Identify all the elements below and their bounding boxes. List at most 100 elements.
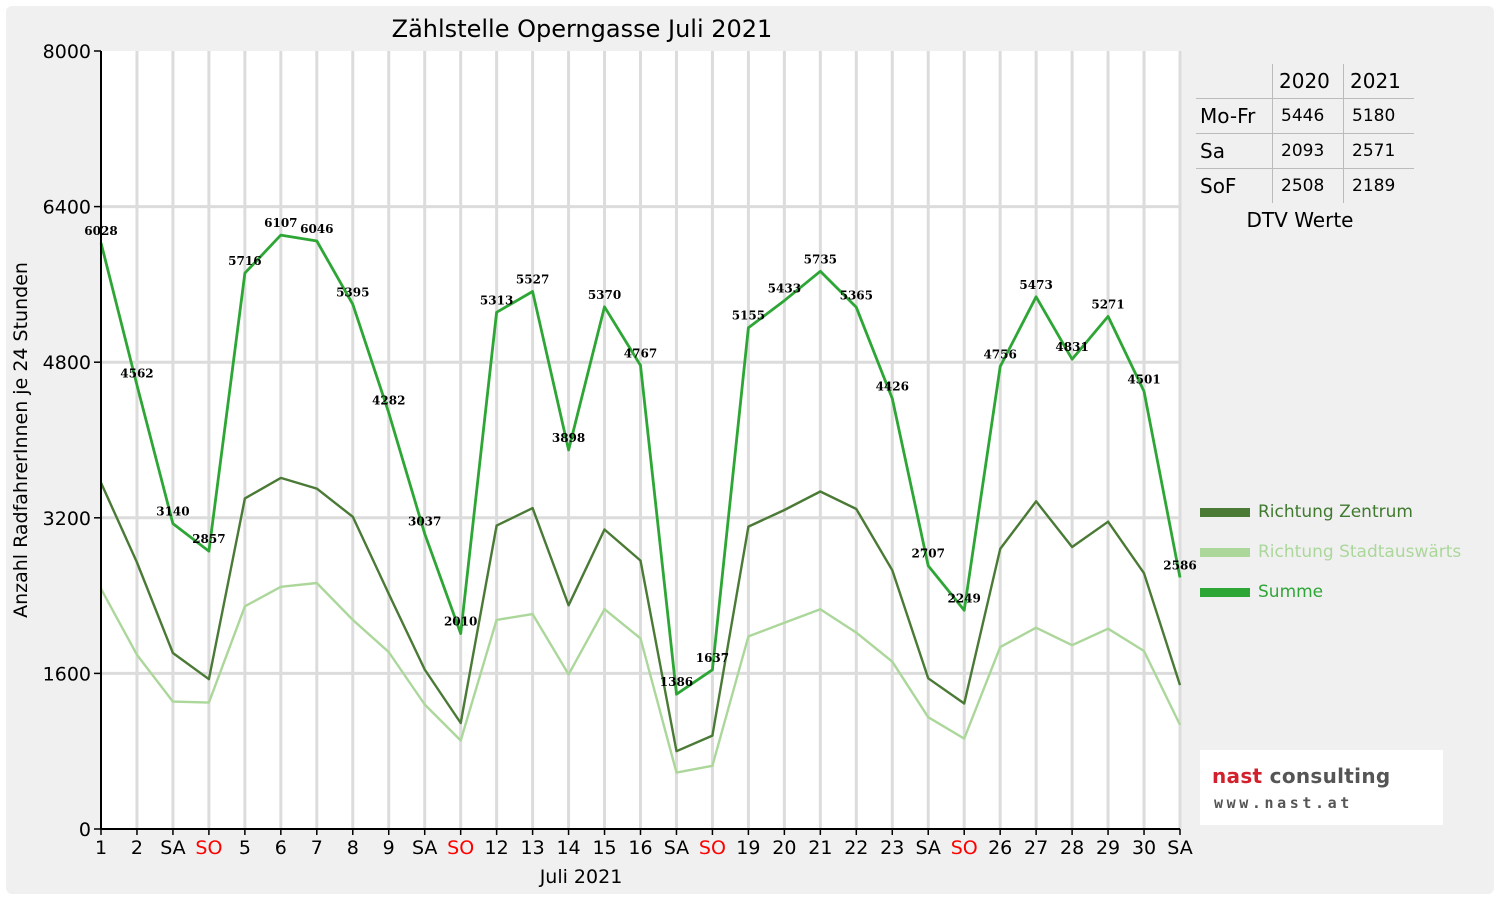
x-tick-label: 6 [275, 837, 287, 859]
legend-item-zentrum: Richtung Zentrum [1200, 492, 1461, 532]
data-label: 1386 [660, 675, 693, 689]
legend-label: Richtung Stadtauswärts [1258, 542, 1462, 562]
dtv-value-2021: 2571 [1343, 133, 1414, 169]
y-tick-label: 6400 [43, 197, 91, 219]
x-tick-label: SA [916, 837, 941, 859]
data-label: 4767 [624, 346, 657, 360]
x-tick-label: SO [951, 837, 978, 859]
x-tick-label: 12 [485, 837, 509, 859]
series-line [99, 581, 1182, 774]
series-lines [99, 233, 1182, 774]
data-label: 5155 [732, 309, 765, 323]
logo-brand: nast consulting [1212, 764, 1390, 788]
data-label: 2249 [947, 591, 980, 605]
x-tick-label: 16 [628, 837, 652, 859]
data-label: 6107 [264, 216, 297, 230]
x-tick-label: 27 [1024, 837, 1048, 859]
data-labels: 6028456231402857571661076046539542823037… [84, 216, 1196, 689]
x-tick-label: 13 [521, 837, 545, 859]
x-tick-label: 30 [1132, 837, 1156, 859]
y-tick-label: 3200 [43, 508, 91, 530]
dtv-caption: DTV Werte [1246, 208, 1354, 232]
data-label: 2857 [192, 532, 225, 546]
data-label: 5735 [804, 252, 837, 266]
y-tick-label: 4800 [43, 352, 91, 374]
x-tick-label: SA [1167, 837, 1192, 859]
dtv-row-label: Mo-Fr [1196, 98, 1273, 134]
logo-url: www.nast.at [1214, 794, 1353, 812]
series-line [99, 233, 1182, 696]
data-label: 1637 [696, 651, 729, 665]
x-tick-label: 2 [131, 837, 143, 859]
dtv-row: SoF 2508 2189 [1196, 168, 1414, 203]
x-tick-label: 15 [592, 837, 616, 859]
legend-item-summe: Summe [1200, 572, 1461, 612]
data-label: 5370 [588, 288, 621, 302]
legend-swatch [1200, 587, 1250, 597]
x-tick-label: SO [447, 837, 474, 859]
x-tick-label: 1 [95, 837, 107, 859]
x-tick-label: 20 [772, 837, 796, 859]
legend-swatch [1200, 507, 1250, 517]
logo-brand-name: nast [1212, 764, 1263, 788]
x-tick-label: 14 [556, 837, 580, 859]
dtv-table: 2020 2021 Mo-Fr 5446 5180 Sa 2093 2571 S… [1196, 64, 1414, 203]
x-tick-label: SA [160, 837, 185, 859]
data-label: 5716 [228, 254, 261, 268]
data-label: 5433 [768, 282, 801, 296]
dtv-col-2021: 2021 [1343, 64, 1414, 99]
x-tick-label: 28 [1060, 837, 1084, 859]
data-label: 4562 [120, 366, 153, 380]
data-label: 5527 [516, 272, 549, 286]
dtv-value-2020: 2093 [1272, 133, 1344, 169]
dtv-value-2020: 2508 [1272, 168, 1344, 203]
data-label: 5395 [336, 285, 369, 299]
dtv-corner-cell [1196, 64, 1273, 99]
x-tick-label: 8 [347, 837, 359, 859]
dtv-row-label: SoF [1196, 168, 1273, 203]
data-label: 3140 [156, 505, 189, 519]
x-tick-label: SA [664, 837, 689, 859]
data-label: 4501 [1127, 372, 1160, 386]
x-tick-label: 7 [311, 837, 323, 859]
data-label: 5473 [1019, 278, 1052, 292]
x-tick-label: 9 [383, 837, 395, 859]
series-line [99, 476, 1182, 753]
data-label: 4426 [876, 380, 909, 394]
legend-label: Richtung Zentrum [1258, 502, 1413, 522]
data-label: 6046 [300, 222, 333, 236]
x-tick-label: 5 [239, 837, 251, 859]
dtv-value-2021: 5180 [1343, 98, 1414, 134]
data-label: 3037 [408, 515, 441, 529]
x-axis-title: Juli 2021 [539, 866, 623, 888]
data-label: 5271 [1091, 297, 1124, 311]
data-label: 2707 [912, 547, 945, 561]
nast-consulting-logo: nast consulting www.nast.at [1200, 750, 1443, 825]
x-tick-label: SO [699, 837, 726, 859]
data-label: 2010 [444, 615, 477, 629]
legend-label: Summe [1258, 582, 1324, 602]
data-label: 4282 [372, 394, 405, 408]
dtv-value-2020: 5446 [1272, 98, 1344, 134]
dtv-value-2021: 2189 [1352, 176, 1396, 196]
data-label: 2586 [1163, 559, 1196, 573]
dtv-col-2020: 2020 [1272, 64, 1344, 99]
legend-item-stadtauswaerts: Richtung Stadtauswärts [1200, 532, 1461, 572]
x-tick-label: SA [412, 837, 437, 859]
dtv-row-label: Sa [1196, 133, 1273, 169]
y-axis-title: Anzahl RadfahrerInnen je 24 Stunden [10, 262, 32, 618]
x-tick-label: SO [195, 837, 222, 859]
grid-lines [101, 51, 1182, 829]
dtv-header-row: 2020 2021 [1196, 64, 1414, 99]
legend-swatch [1200, 547, 1250, 557]
x-tick-label: 22 [844, 837, 868, 859]
x-tick-label: 19 [736, 837, 760, 859]
y-tick-label: 0 [79, 819, 91, 841]
data-label: 5365 [840, 288, 873, 302]
x-tick-label: 21 [808, 837, 832, 859]
y-tick-label: 1600 [43, 663, 91, 685]
data-label: 5313 [480, 293, 513, 307]
data-label: 4756 [983, 347, 1016, 361]
